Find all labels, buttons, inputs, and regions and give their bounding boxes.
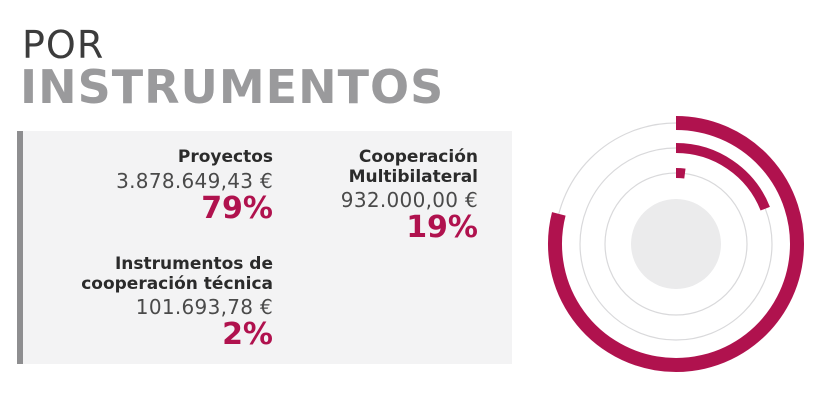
instrument-name-line1: Cooperación (358, 147, 478, 167)
instrument-item-proyectos: Proyectos 3.878.649,43 € 79% (116, 147, 273, 226)
instrument-percent: 19% (406, 210, 478, 246)
radial-bar-3 (675, 168, 686, 179)
center-disc (631, 199, 721, 289)
instrument-name: Proyectos (177, 147, 273, 167)
instrument-name-line1: Instrumentos de (114, 254, 273, 274)
instrument-name-line2: Multibilateral (348, 166, 478, 187)
instruments-panel (17, 131, 512, 364)
instrument-percent: 2% (222, 317, 273, 353)
instrument-percent: 79% (201, 190, 273, 226)
instrument-item-cooperacion-tecnica: Instrumentos de cooperación técnica 101.… (81, 254, 273, 353)
radial-bar-1 (548, 116, 804, 372)
panel-accent-bar (17, 131, 23, 364)
instrument-amount: 101.693,78 € (135, 295, 273, 320)
page-title-line1: POR (22, 23, 105, 67)
instrument-amount: 932.000,00 € (340, 188, 478, 213)
instrument-name-line2: cooperación técnica (81, 273, 273, 294)
instrument-item-multibilateral: Cooperación Multibilateral 932.000,00 € … (340, 147, 478, 246)
radial-bar-2 (675, 143, 770, 211)
page-title-line2: INSTRUMENTOS (20, 60, 445, 114)
instrument-amount: 3.878.649,43 € (116, 168, 273, 193)
